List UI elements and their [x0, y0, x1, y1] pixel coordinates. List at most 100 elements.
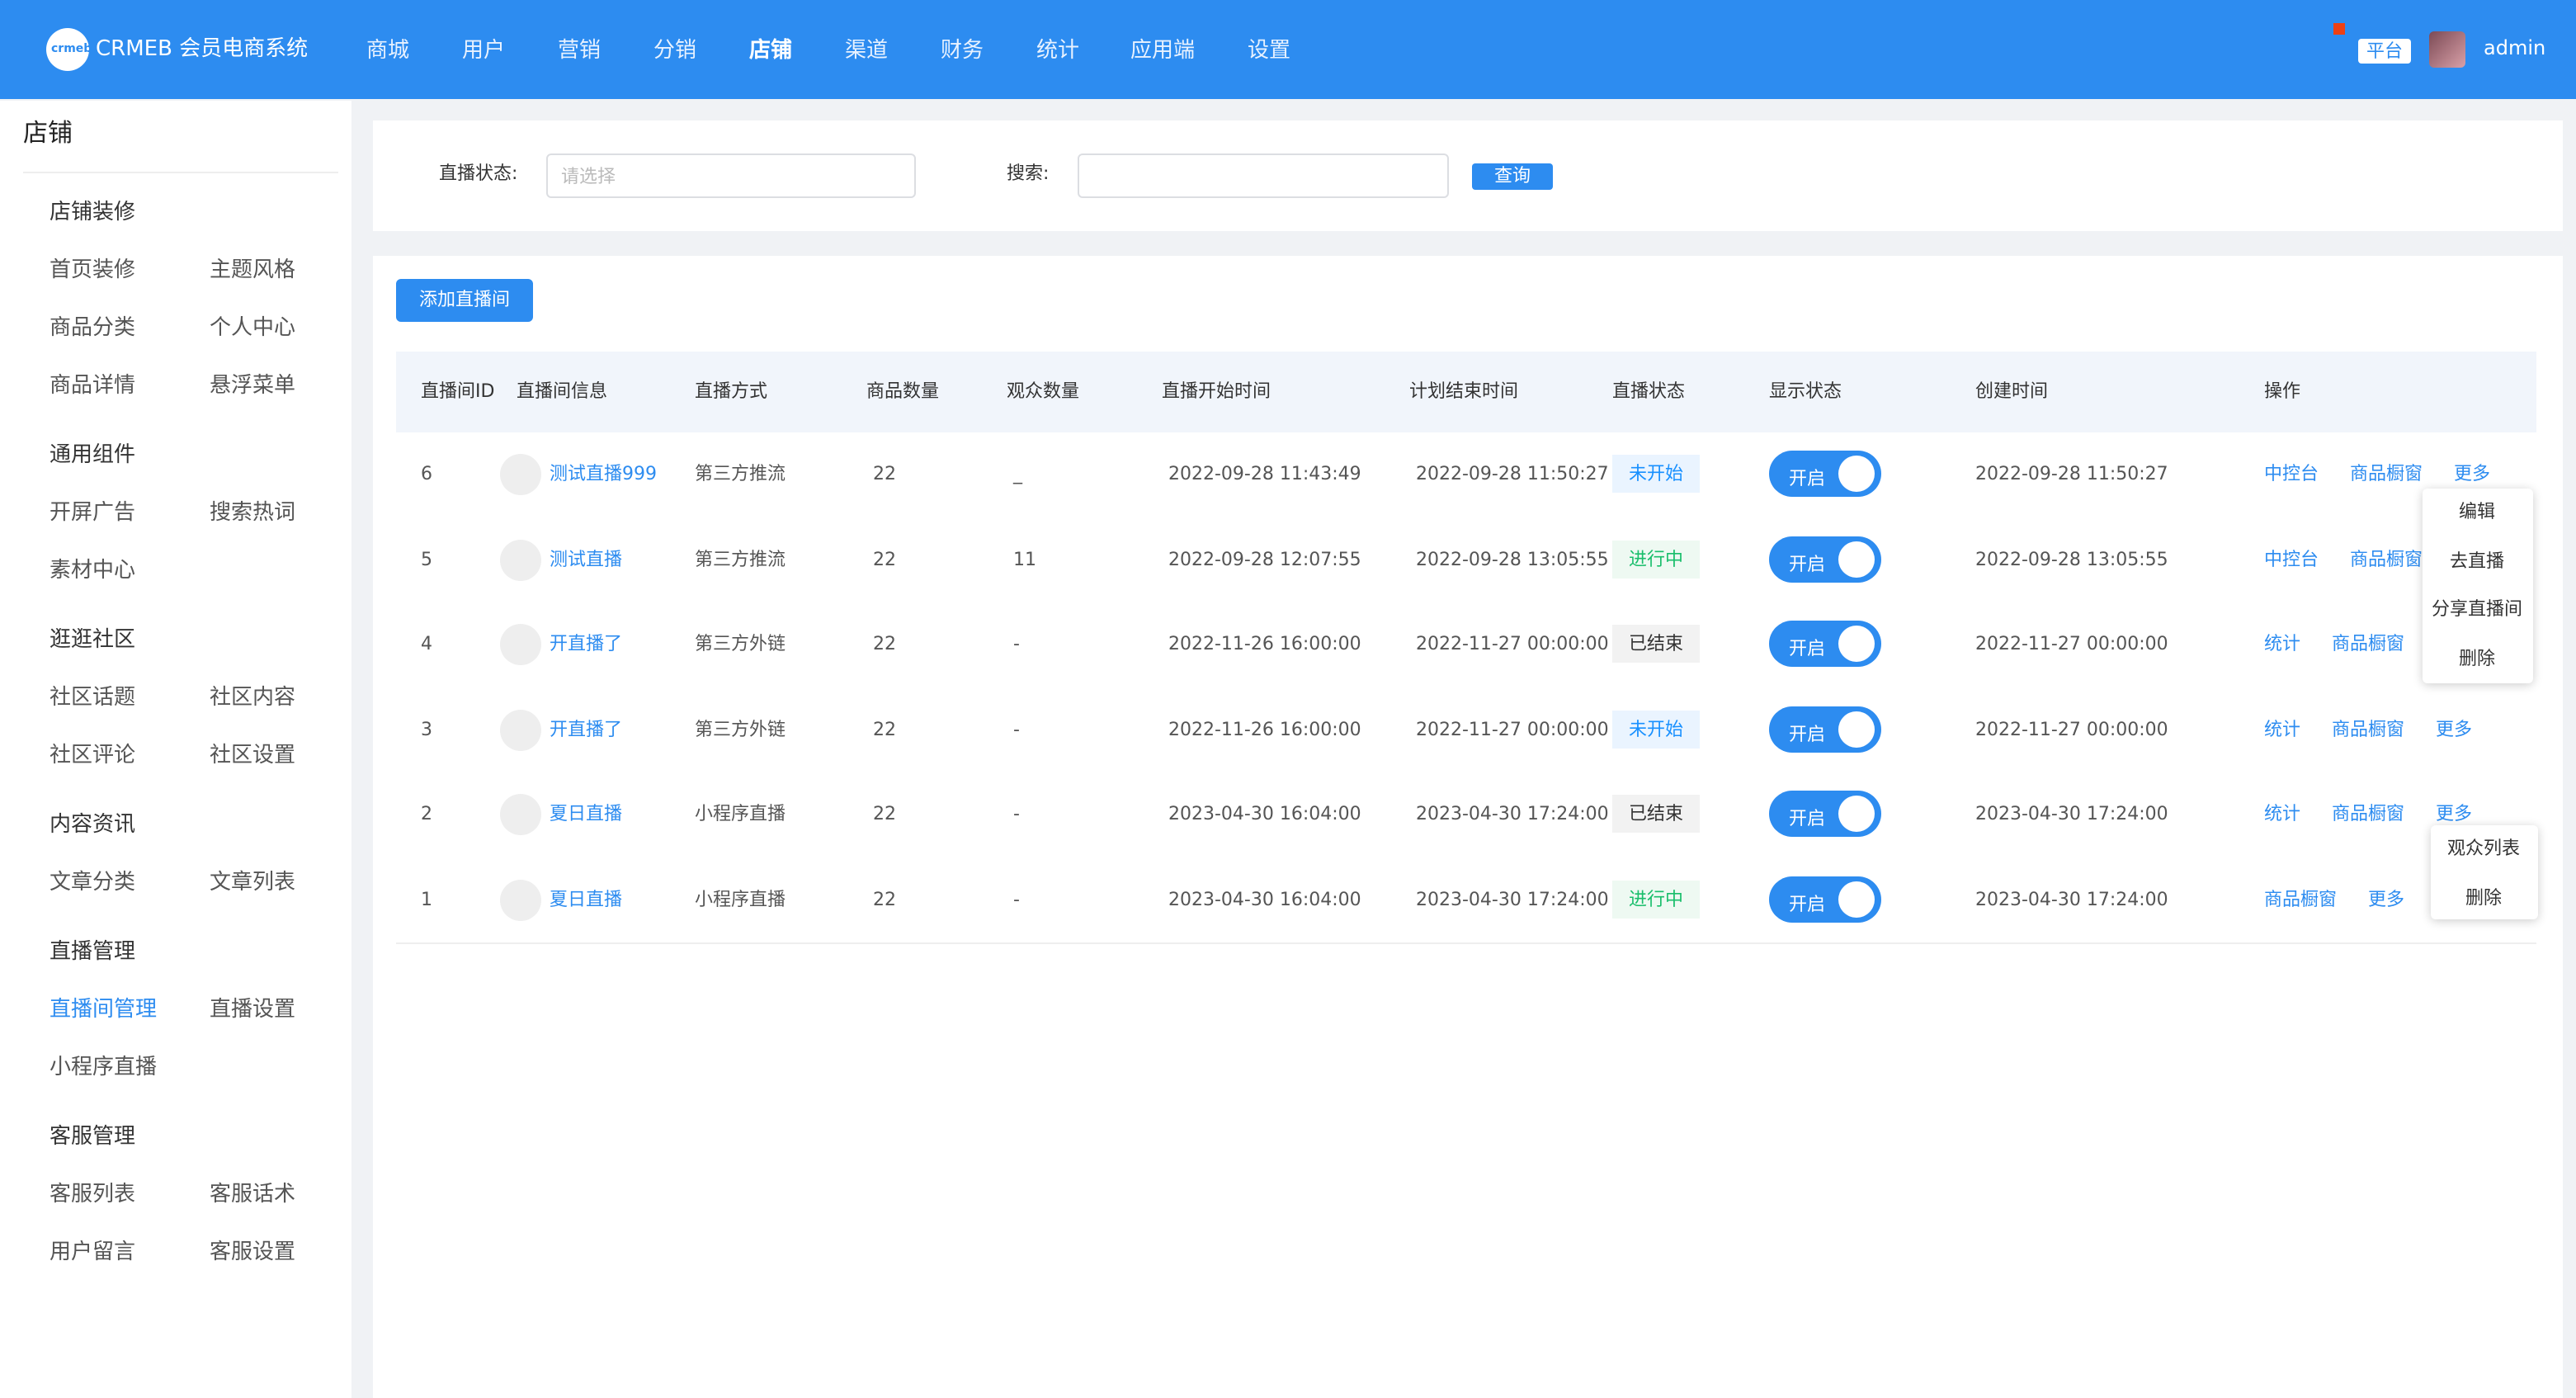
menu-item[interactable]: 主题风格 — [210, 258, 296, 283]
user[interactable]: admin — [2484, 36, 2546, 59]
cell: 11 — [1013, 548, 1036, 569]
badge[interactable]: 平台 — [2358, 39, 2411, 64]
nav-item[interactable]: 店铺 — [749, 39, 793, 64]
cell: 2022-11-26 16:00:00 — [1168, 633, 1361, 654]
menu-item[interactable]: 社区话题 — [50, 686, 136, 711]
cell: 22 — [873, 633, 896, 654]
menu-group: 客服管理 — [50, 1125, 136, 1150]
add-button[interactable]: 添加直播间 — [396, 279, 533, 322]
status-tag: 进行中 — [1612, 880, 1700, 918]
dropdown — [2423, 489, 2533, 683]
toggle-text: 开启 — [1789, 893, 1825, 914]
room-name[interactable]: 开直播了 — [550, 633, 622, 654]
menu-item[interactable]: 搜索热词 — [210, 501, 296, 526]
dropdown-item[interactable]: 观众列表 — [2447, 838, 2520, 859]
toggle-knob[interactable] — [1838, 711, 1875, 747]
cell: 2023-04-30 17:24:00 — [1975, 803, 2168, 824]
toggle-text: 开启 — [1789, 553, 1825, 574]
toggle-knob[interactable] — [1838, 541, 1875, 577]
avatar[interactable] — [2429, 31, 2465, 68]
divider — [23, 172, 338, 173]
cell: 2023-04-30 17:24:00 — [1975, 888, 2168, 909]
menu-item[interactable]: 客服设置 — [210, 1240, 296, 1265]
nav-item[interactable]: 分销 — [653, 39, 697, 64]
action-link[interactable]: 更多 — [2436, 803, 2472, 824]
menu-item[interactable]: 个人中心 — [210, 316, 296, 341]
action-link[interactable]: 商品橱窗 — [2350, 463, 2423, 484]
status-tag: 已结束 — [1612, 795, 1700, 833]
cell: 2 — [421, 803, 432, 824]
action-link[interactable]: 商品橱窗 — [2332, 803, 2404, 824]
toggle-knob[interactable] — [1838, 881, 1875, 917]
action-link[interactable]: 商品橱窗 — [2264, 888, 2337, 909]
dropdown-item[interactable]: 编辑 — [2459, 501, 2495, 522]
nav-item[interactable]: 营销 — [558, 39, 602, 64]
action-link[interactable]: 统计 — [2264, 718, 2300, 739]
action-link[interactable]: 商品橱窗 — [2332, 633, 2404, 654]
cell: - — [1013, 633, 1020, 654]
action-link[interactable]: 更多 — [2436, 718, 2472, 739]
action-link[interactable]: 统计 — [2264, 633, 2300, 654]
menu-item[interactable]: 开屏广告 — [50, 501, 136, 526]
sidebar-title: 店铺 — [23, 118, 73, 148]
menu-item[interactable]: 小程序直播 — [50, 1056, 158, 1080]
menu-item[interactable]: 客服话术 — [210, 1183, 296, 1207]
room-name[interactable]: 夏日直播 — [550, 888, 622, 909]
toggle-knob[interactable] — [1838, 456, 1875, 492]
nav-item[interactable]: 财务 — [941, 39, 984, 64]
menu-item[interactable]: 悬浮菜单 — [210, 374, 296, 399]
menu-item[interactable]: 社区评论 — [50, 744, 136, 768]
action-link[interactable]: 统计 — [2264, 803, 2300, 824]
menu-item[interactable]: 用户留言 — [50, 1240, 136, 1265]
menu-item[interactable]: 素材中心 — [50, 559, 136, 583]
action-link[interactable]: 更多 — [2368, 888, 2404, 909]
menu-item[interactable]: 首页装修 — [50, 258, 136, 283]
menu-item[interactable]: 社区设置 — [210, 744, 296, 768]
cell: - — [1013, 718, 1020, 739]
nav-item[interactable]: 设置 — [1248, 39, 1291, 64]
nav-item[interactable]: 统计 — [1036, 39, 1080, 64]
dropdown-item[interactable]: 去直播 — [2450, 550, 2504, 572]
menu-item[interactable]: 客服列表 — [50, 1183, 136, 1207]
action-link[interactable]: 中控台 — [2264, 548, 2319, 569]
toggle-text: 开启 — [1789, 638, 1825, 659]
cell: 第三方推流 — [695, 548, 786, 569]
status-tag: 未开始 — [1612, 455, 1700, 493]
room-avatar — [500, 624, 541, 665]
query-button[interactable]: 查询 — [1472, 163, 1553, 190]
select[interactable] — [546, 153, 916, 198]
dropdown-item[interactable]: 删除 — [2459, 648, 2495, 670]
menu-item[interactable]: 文章列表 — [210, 871, 296, 895]
menu-group: 店铺装修 — [50, 201, 136, 225]
menu-item[interactable]: 文章分类 — [50, 871, 136, 895]
nav-item[interactable]: 应用端 — [1130, 39, 1196, 64]
room-name[interactable]: 开直播了 — [550, 718, 622, 739]
search-input[interactable] — [1078, 153, 1449, 198]
room-name[interactable]: 测试直播 — [550, 548, 622, 569]
menu-item[interactable]: 社区内容 — [210, 686, 296, 711]
menu-item[interactable]: 直播间管理 — [50, 998, 158, 1023]
dropdown-item[interactable]: 删除 — [2465, 886, 2502, 909]
cell: 2022-09-28 13:05:55 — [1975, 548, 2168, 569]
cell: 22 — [873, 718, 896, 739]
menu-item[interactable]: 商品分类 — [50, 316, 136, 341]
room-name[interactable]: 夏日直播 — [550, 803, 622, 824]
room-avatar — [500, 454, 541, 495]
action-link[interactable]: 商品橱窗 — [2350, 548, 2423, 569]
header — [0, 0, 2576, 99]
room-name[interactable]: 测试直播999 — [550, 463, 657, 484]
toggle-knob[interactable] — [1838, 796, 1875, 832]
toggle-knob[interactable] — [1838, 626, 1875, 662]
dropdown-item[interactable]: 分享直播间 — [2432, 598, 2522, 621]
menu-item[interactable]: 直播设置 — [210, 998, 296, 1023]
action-link[interactable]: 中控台 — [2264, 463, 2319, 484]
action-link[interactable]: 更多 — [2454, 463, 2490, 484]
nav-item[interactable]: 用户 — [462, 39, 506, 64]
menu-item[interactable]: 商品详情 — [50, 374, 136, 399]
action-link[interactable]: 商品橱窗 — [2332, 718, 2404, 739]
logo: crmeb — [51, 42, 92, 55]
nav-item[interactable]: 商城 — [366, 39, 410, 64]
cell: 2022-11-27 00:00:00 — [1975, 633, 2168, 654]
nav-item[interactable]: 渠道 — [845, 39, 889, 64]
